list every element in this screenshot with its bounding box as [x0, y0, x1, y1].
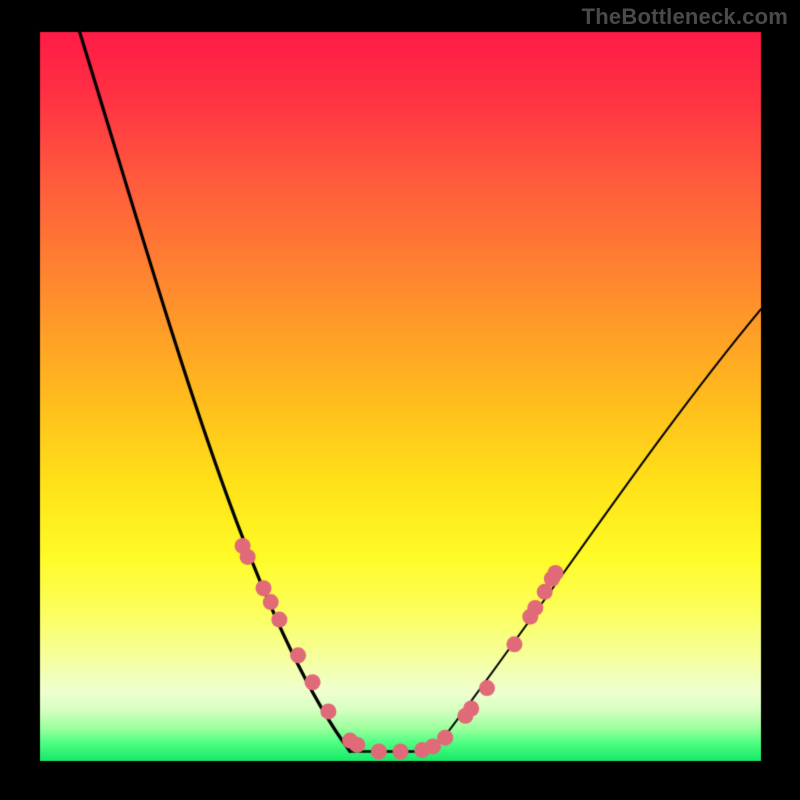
bottleneck-chart-canvas	[0, 0, 800, 800]
chart-stage: TheBottleneck.com	[0, 0, 800, 800]
watermark-label: TheBottleneck.com	[582, 4, 788, 30]
